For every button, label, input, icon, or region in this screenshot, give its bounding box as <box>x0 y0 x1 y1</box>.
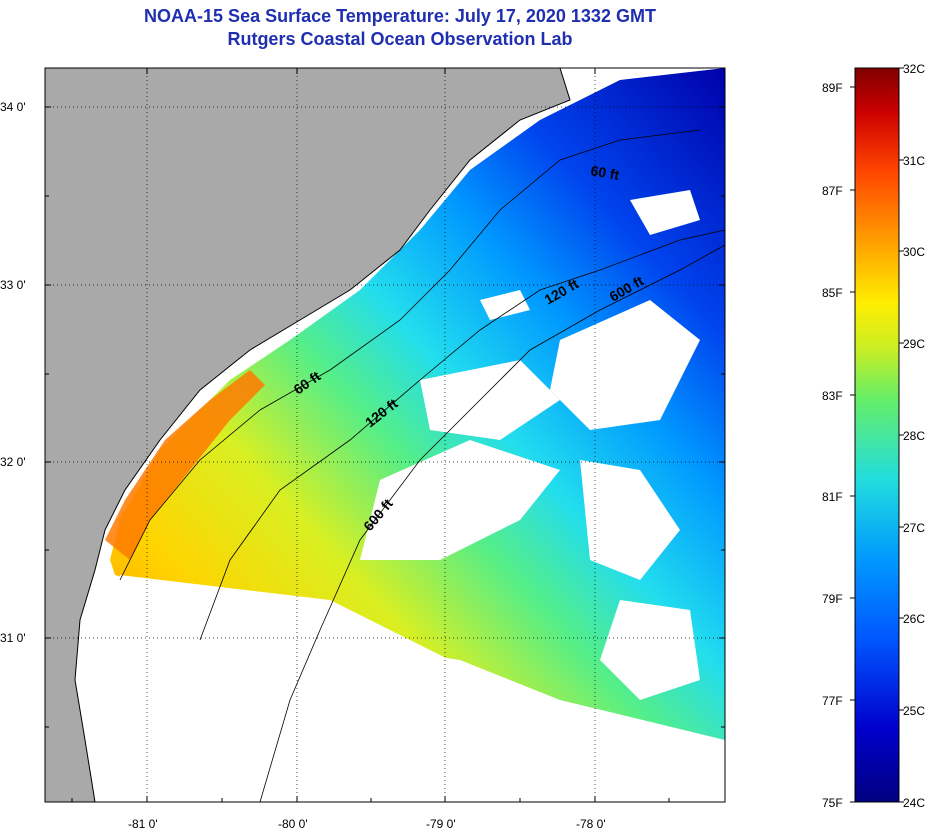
map-area <box>45 68 725 802</box>
map-frame <box>44 67 726 803</box>
cloud-mask <box>90 190 700 802</box>
map-subtitle: Rutgers Coastal Ocean Observation Lab <box>227 29 573 49</box>
coastline <box>74 68 571 802</box>
contour-600ft <box>259 244 725 802</box>
colorbar-celsius-label: 31C <box>903 154 925 168</box>
graticule <box>45 68 725 802</box>
lat-tick-label: 33 0' <box>0 278 26 292</box>
colorbar-fahrenheit-label: 77F <box>822 694 843 708</box>
colorbar-fahrenheit-label: 75F <box>822 796 843 810</box>
colorbar-celsius-label: 32C <box>903 62 925 76</box>
colorbar-celsius-label: 27C <box>903 521 925 535</box>
lon-tick-label: -78 0' <box>576 817 606 831</box>
colorbar-celsius-label: 26C <box>903 612 925 626</box>
colorbar-celsius-label: 24C <box>903 796 925 810</box>
lon-tick-label: -80 0' <box>278 817 308 831</box>
lon-tick-label: -79 0' <box>426 817 456 831</box>
warm-coastal-band <box>105 370 265 560</box>
colorbar-celsius-label: 29C <box>903 337 925 351</box>
colorbar-fahrenheit-label: 81F <box>822 490 843 504</box>
colorbar-fahrenheit-label: 79F <box>822 592 843 606</box>
colorbar-fahrenheit-label: 83F <box>822 389 843 403</box>
contour-120ft <box>199 229 725 641</box>
colorbar-scale <box>854 67 900 803</box>
colorbar-fahrenheit-label: 85F <box>822 286 843 300</box>
colorbar-fahrenheit-label: 89F <box>822 81 843 95</box>
colorbar-celsius-label: 28C <box>903 429 925 443</box>
lat-tick-label: 32 0' <box>0 455 26 469</box>
lon-tick-label: -81 0' <box>128 817 158 831</box>
map-title: NOAA-15 Sea Surface Temperature: July 17… <box>144 6 656 26</box>
land-mass <box>45 68 570 802</box>
colorbar-celsius-label: 30C <box>903 245 925 259</box>
lat-tick-label: 34 0' <box>0 100 26 114</box>
colorbar-celsius-label: 25C <box>903 704 925 718</box>
axis-ticks <box>45 68 725 802</box>
colorbar-fahrenheit-label: 87F <box>822 184 843 198</box>
contour-60ft <box>119 129 701 581</box>
contour-label: 60 ft <box>589 162 620 183</box>
colorbar: 32C 31C 30C 29C 28C 27C 26C 25C 24C 89F … <box>822 62 925 810</box>
sst-data-region <box>110 68 725 740</box>
lat-tick-label: 31 0' <box>0 631 26 645</box>
